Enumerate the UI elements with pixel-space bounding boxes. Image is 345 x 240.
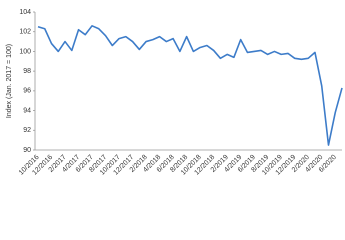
y-tick-label: 96 — [23, 88, 31, 95]
y-tick-label: 102 — [19, 29, 31, 36]
y-tick-label: 100 — [19, 48, 31, 55]
y-tick-label: 104 — [19, 9, 31, 16]
y-tick-label: 90 — [23, 147, 31, 154]
y-tick-label: 98 — [23, 68, 31, 75]
line — [37, 25, 343, 146]
chart: Index (Jan. 2017 = 100) 90 92 94 96 98 100 102… — [6, 9, 343, 177]
y-tick-label: 94 — [23, 107, 31, 114]
y-axis-label: Index (Jan. 2017 = 100) — [6, 44, 13, 118]
y-tick-label: 92 — [23, 127, 31, 134]
